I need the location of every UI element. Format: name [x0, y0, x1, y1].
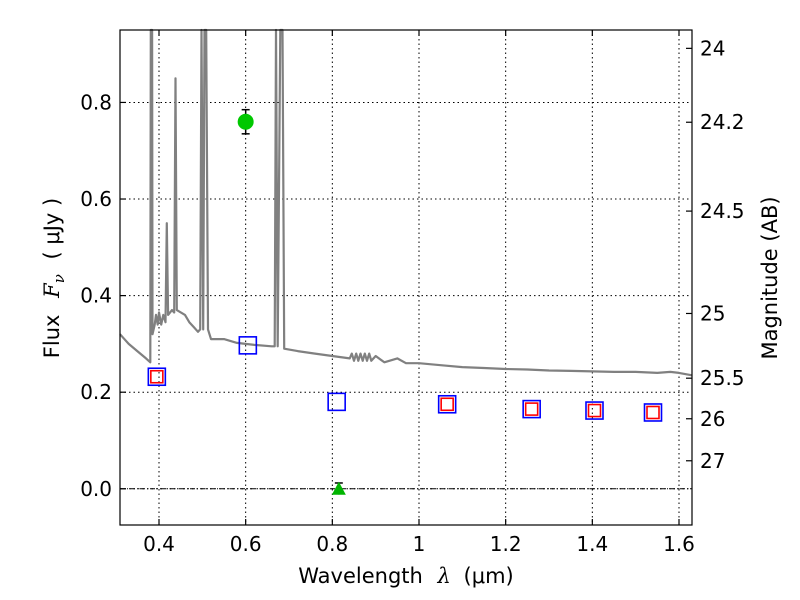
series-layer [119, 28, 693, 495]
model-flux-marker [524, 402, 539, 416]
x-axis-label-unit: (μm) [464, 564, 514, 588]
model-flux-marker [440, 397, 454, 412]
y2-tick-label: 26 [700, 407, 725, 431]
observed-flux-marker [585, 401, 604, 420]
x-tick-label: 1.2 [490, 532, 522, 556]
y-tick-label: 0.0 [80, 477, 112, 501]
x-axis-label-text: Wavelength [298, 564, 423, 588]
model-spectrum-line [119, 28, 693, 377]
model-flux-marker [150, 369, 164, 384]
plot-frame [119, 29, 693, 526]
y-tick-label: 0.2 [80, 380, 112, 404]
x-axis-label-symbol: λ [437, 564, 451, 588]
ticks-layer: 0.4 0.6 0.8 1 1.2 1.4 1.6 0.0 0.2 0.4 0.6 0.8 24 24.2… [80, 30, 745, 556]
y2-axis-label: Magnitude (AB) [758, 196, 782, 359]
y-axis-label-symbol: F [40, 282, 64, 299]
y-tick-label: 0.4 [80, 284, 112, 308]
observed-flux-marker [327, 392, 346, 412]
observed-flux-marker [522, 399, 541, 419]
x-tick-label: 1 [413, 532, 426, 556]
observed-flux-marker [643, 403, 663, 422]
y2-tick-label: 24.2 [700, 110, 745, 134]
y2-tick-label: 27 [700, 449, 725, 473]
y-tick-label: 0.8 [80, 90, 112, 114]
grid-layer [120, 30, 692, 525]
y-axis-label: Flux Fν ( μJy ) [40, 198, 69, 358]
x-tick-label: 0.6 [230, 532, 262, 556]
observed-flux-marker [238, 336, 258, 355]
model-flux-marker [646, 405, 660, 420]
x-tick-label: 1.6 [663, 532, 695, 556]
y-axis-label-unit: ( μJy ) [40, 198, 64, 260]
y-tick-label: 0.6 [80, 187, 112, 211]
y2-tick-label: 24 [700, 36, 725, 60]
model-flux-marker [587, 403, 602, 418]
y2-tick-label: 25 [700, 301, 725, 325]
x-tick-label: 1.4 [576, 532, 608, 556]
y2-tick-label: 25.5 [700, 366, 745, 390]
observed-flux-marker [437, 394, 457, 414]
detection-point [237, 113, 254, 130]
y-axis-label-sub: ν [50, 274, 68, 283]
x-tick-label: 0.4 [143, 532, 175, 556]
x-axis-label: Wavelength λ (μm) [298, 564, 513, 588]
y-axis-label-text: Flux [40, 315, 64, 359]
nondetection-triangle [331, 481, 346, 495]
y2-tick-label: 24.5 [700, 199, 745, 223]
x-tick-label: 0.8 [316, 532, 348, 556]
observed-flux-marker [147, 367, 167, 387]
